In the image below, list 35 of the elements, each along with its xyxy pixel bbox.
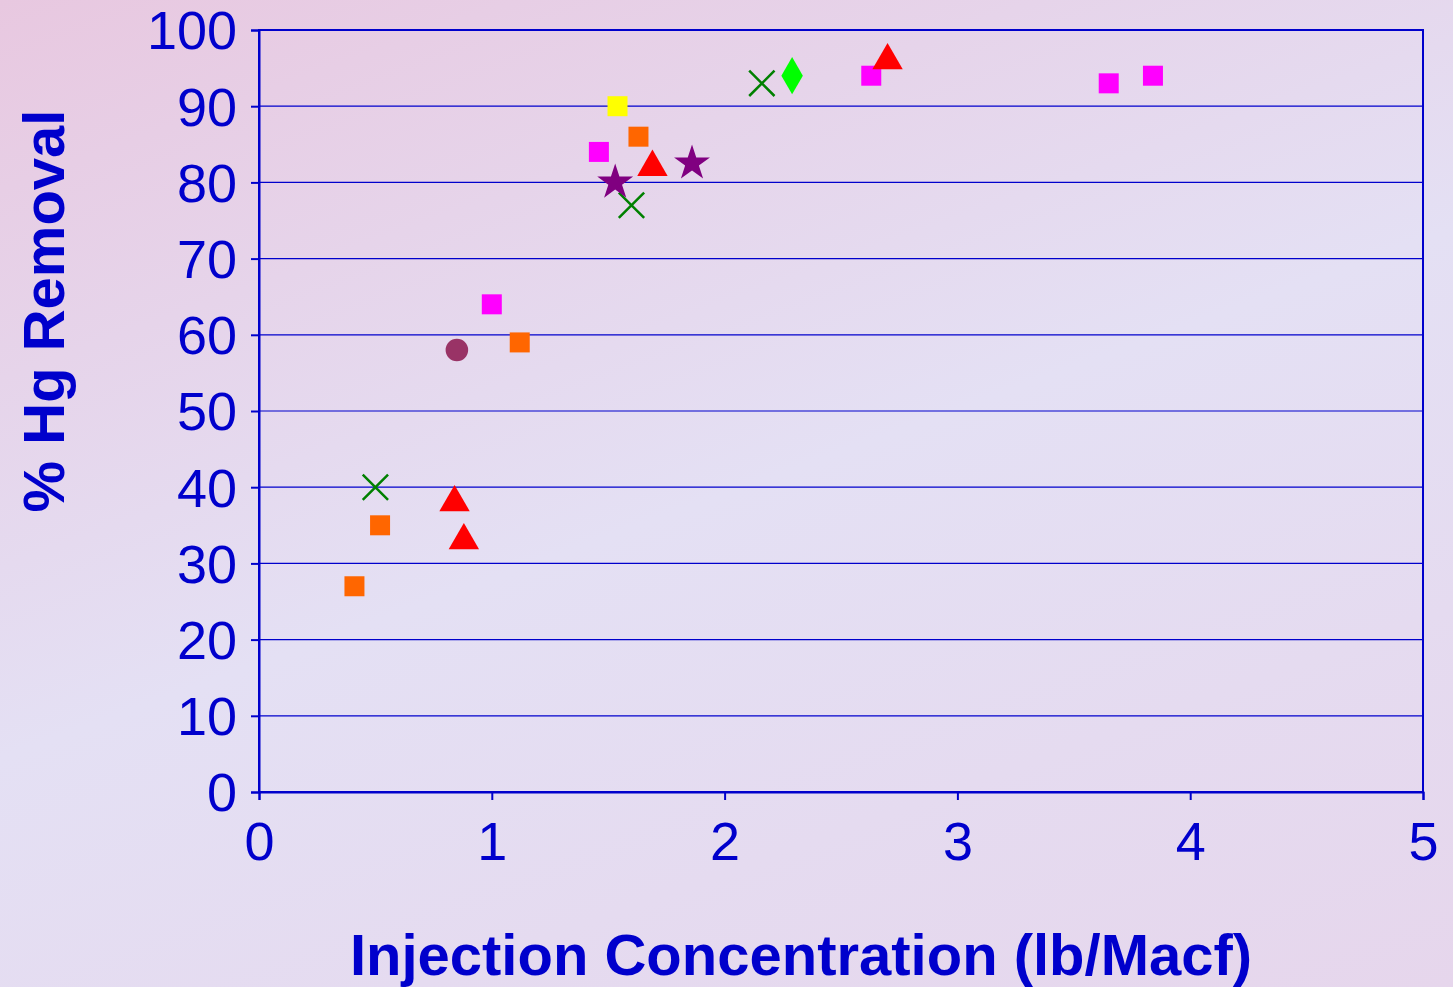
y-tick-label: 40 bbox=[176, 457, 237, 518]
point bbox=[481, 294, 502, 315]
x-tick-label: 3 bbox=[942, 811, 973, 872]
y-tick-label: 100 bbox=[146, 0, 237, 61]
y-tick-label: 20 bbox=[176, 610, 237, 670]
point bbox=[344, 576, 365, 597]
x-tick-label: 0 bbox=[244, 811, 275, 872]
y-axis-title: % Hg Removal bbox=[11, 109, 76, 513]
point bbox=[1142, 65, 1163, 86]
point bbox=[597, 163, 634, 198]
point bbox=[370, 515, 391, 536]
point bbox=[674, 144, 710, 179]
y-tick-label: 70 bbox=[176, 229, 237, 289]
y-tick-label: 60 bbox=[176, 305, 237, 366]
point bbox=[617, 191, 646, 220]
point bbox=[1098, 73, 1119, 94]
point bbox=[509, 332, 530, 353]
point bbox=[607, 96, 628, 117]
point bbox=[445, 338, 469, 362]
point bbox=[861, 65, 882, 86]
y-tick-label: 30 bbox=[176, 533, 237, 594]
y-tick-label: 80 bbox=[176, 152, 237, 213]
y-tick-label: 10 bbox=[176, 686, 237, 747]
x-tick-label: 4 bbox=[1175, 811, 1206, 872]
y-tick-label: 50 bbox=[176, 381, 237, 442]
point bbox=[628, 126, 649, 147]
point bbox=[747, 69, 776, 98]
x-tick-label: 5 bbox=[1408, 811, 1439, 872]
x-tick-label: 1 bbox=[477, 811, 508, 872]
x-tick-label: 2 bbox=[710, 811, 741, 872]
point bbox=[361, 473, 390, 502]
x-axis-title: Injection Concentration (lb/Macf) bbox=[349, 922, 1253, 987]
y-tick-label: 0 bbox=[206, 762, 237, 823]
point bbox=[588, 141, 609, 162]
y-tick-label: 90 bbox=[176, 76, 237, 137]
